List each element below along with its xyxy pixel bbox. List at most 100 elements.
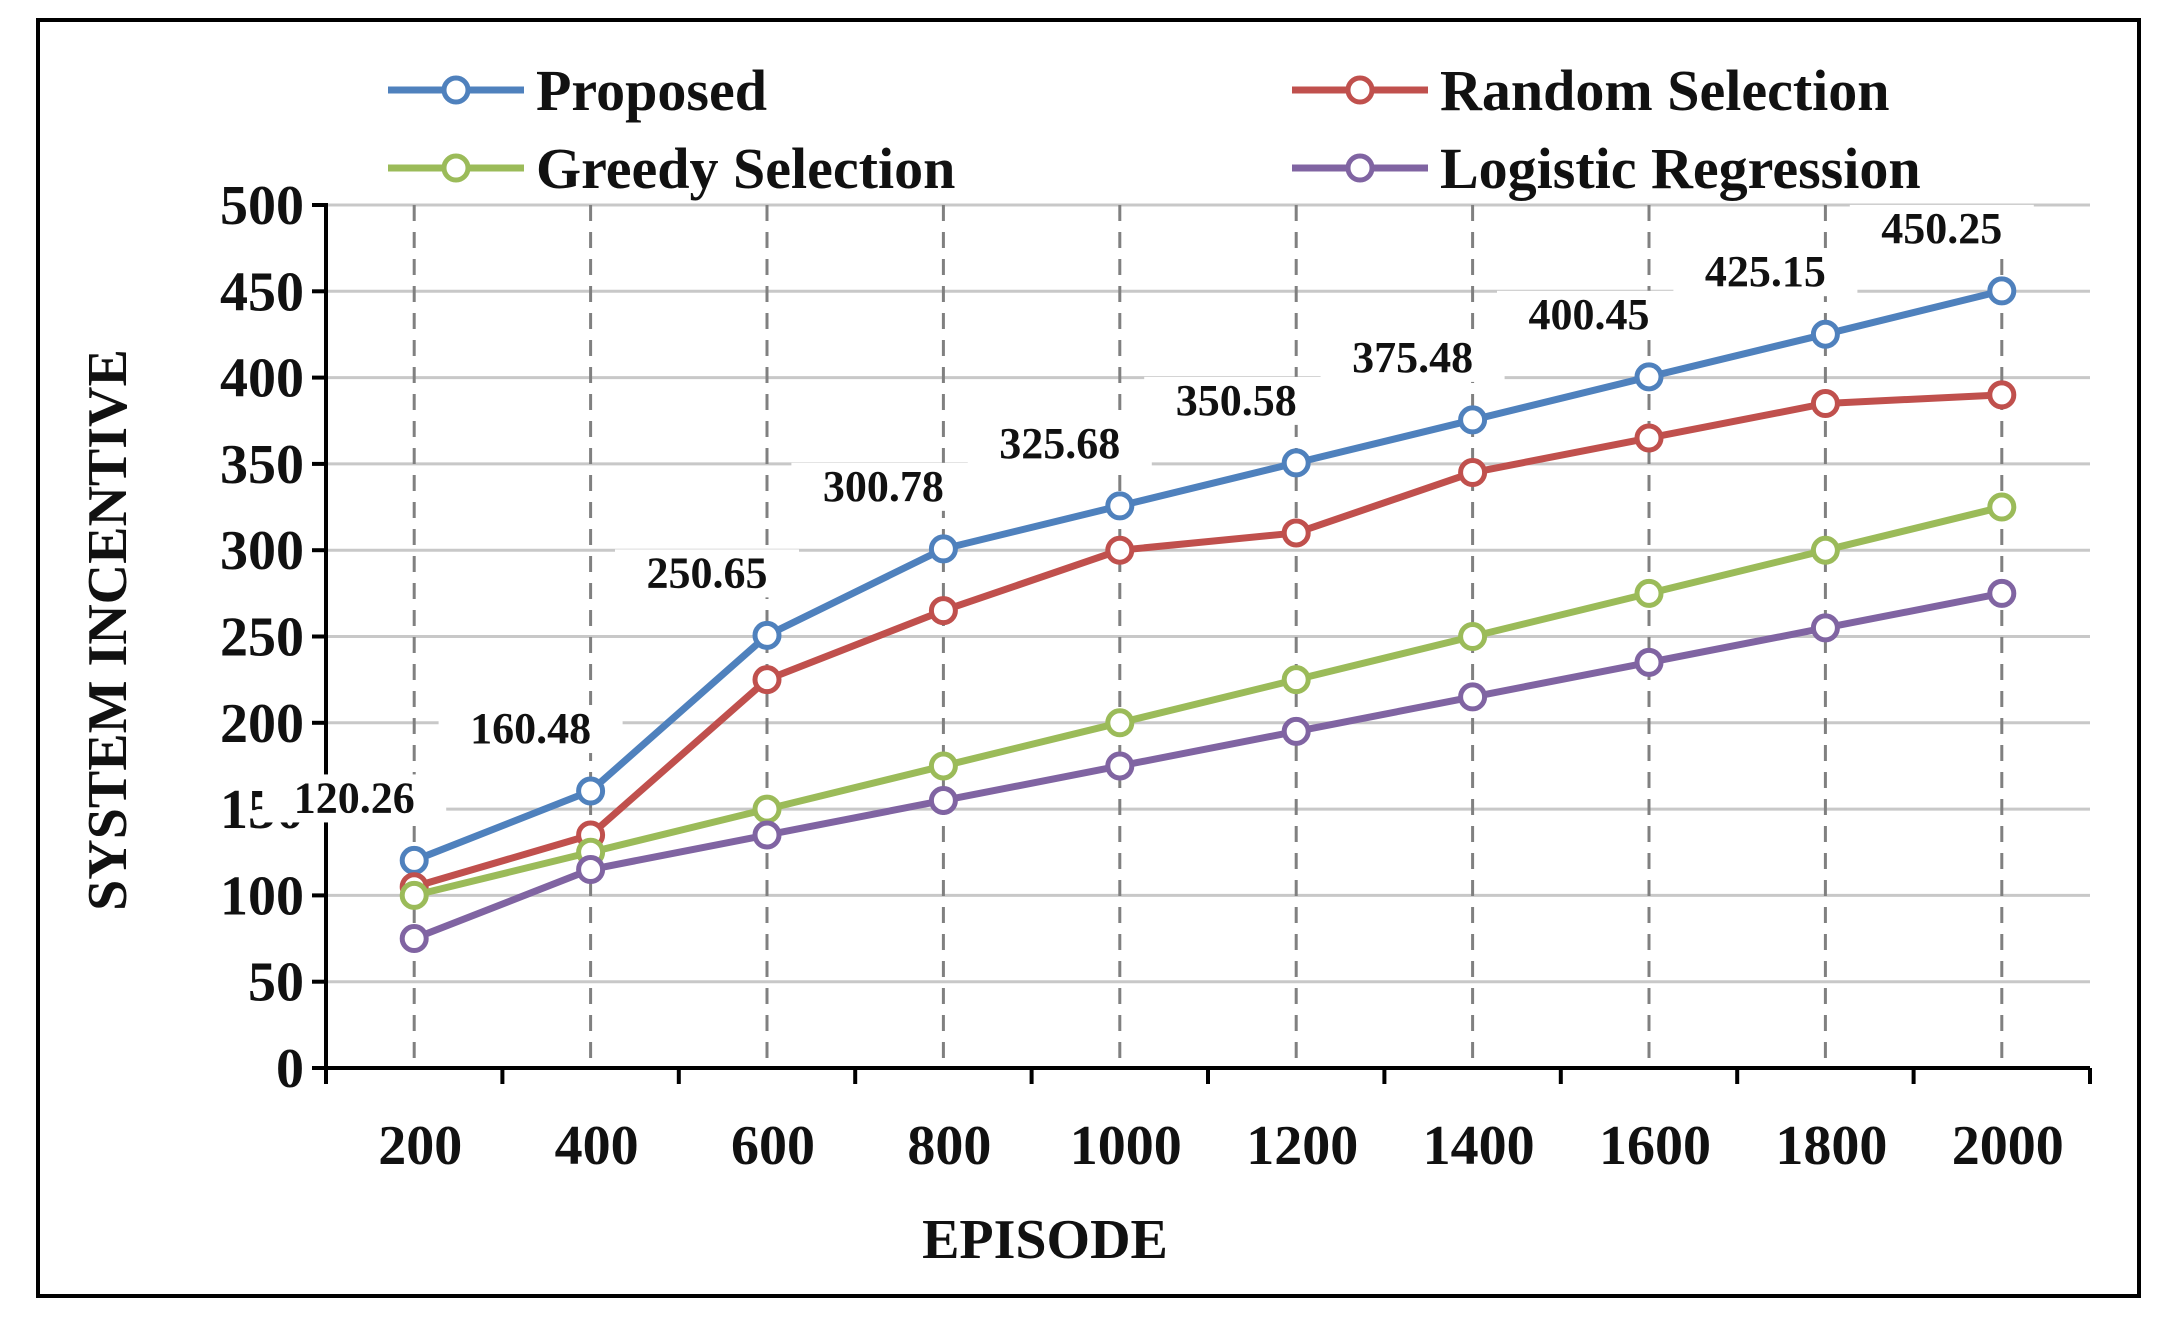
legend-marker xyxy=(441,153,471,183)
data-point xyxy=(1810,388,1840,418)
x-tick-label: 800 xyxy=(907,1115,991,1177)
y-tick-label: 450 xyxy=(220,261,304,323)
data-label-bg xyxy=(967,419,1152,468)
data-point xyxy=(1987,276,2017,306)
data-label: 160.48 xyxy=(470,704,591,753)
data-point xyxy=(752,620,782,650)
data-point xyxy=(928,751,958,781)
data-point xyxy=(752,665,782,695)
y-tick-label: 50 xyxy=(248,952,304,1014)
data-label: 300.78 xyxy=(823,462,944,511)
legend-label: Greedy Selection xyxy=(536,136,955,201)
data-point xyxy=(1634,423,1664,453)
data-point xyxy=(1634,578,1664,608)
data-label: 425.15 xyxy=(1705,247,1826,296)
data-label: 400.45 xyxy=(1529,290,1650,339)
data-point xyxy=(928,534,958,564)
data-labels: 120.26 160.48 250.65 300.78 325.68 350.58 375.… xyxy=(262,204,2034,823)
data-label: 375.48 xyxy=(1352,333,1473,382)
data-point xyxy=(928,785,958,815)
series-line xyxy=(412,589,2003,942)
x-tick-label: 2000 xyxy=(1952,1115,2064,1177)
series-greedy-selection xyxy=(399,492,2017,910)
x-tick-label: 400 xyxy=(555,1115,639,1177)
data-point xyxy=(752,794,782,824)
series-lines xyxy=(399,276,2017,954)
data-point xyxy=(1281,716,1311,746)
data-point xyxy=(1987,492,2017,522)
legend: Proposed Random Selection Greedy Selection… xyxy=(388,58,1921,201)
chart-frame xyxy=(36,18,2141,1298)
data-point xyxy=(1458,622,1488,651)
data-label-bg xyxy=(1849,204,2034,253)
data-point xyxy=(1105,751,1135,781)
data-point xyxy=(1987,380,2017,410)
data-point xyxy=(399,924,429,954)
series-logistic-regression xyxy=(399,578,2017,954)
data-label: 250.65 xyxy=(647,548,768,597)
data-point xyxy=(576,776,606,806)
series-proposed xyxy=(399,276,2017,875)
data-point xyxy=(576,855,606,885)
legend-marker xyxy=(1345,153,1375,183)
y-tick-label: 100 xyxy=(220,865,304,927)
y-tick-label: 500 xyxy=(220,175,304,237)
data-label-bg xyxy=(1144,376,1329,425)
x-tick-label: 1200 xyxy=(1246,1115,1358,1177)
x-tick-label: 200 xyxy=(378,1115,462,1177)
x-tick-label: 1400 xyxy=(1423,1115,1535,1177)
data-point xyxy=(1281,518,1311,548)
y-tick-label: 350 xyxy=(220,434,304,496)
data-point xyxy=(1281,665,1311,695)
data-point xyxy=(1458,682,1488,712)
data-label-bg xyxy=(438,705,623,754)
series-line xyxy=(413,503,2003,899)
series-line xyxy=(413,391,2002,891)
legend-item: Greedy Selection xyxy=(388,136,955,201)
data-label: 450.25 xyxy=(1881,204,2002,253)
y-tick-label: 200 xyxy=(220,693,304,755)
legend-label: Random Selection xyxy=(1440,58,1890,123)
data-label: 350.58 xyxy=(1176,376,1297,425)
data-point xyxy=(1458,458,1488,488)
legend-marker xyxy=(441,75,471,105)
data-label: 120.26 xyxy=(294,773,415,822)
data-point xyxy=(928,596,958,626)
data-label-bg xyxy=(791,462,976,511)
data-point xyxy=(1105,491,1135,521)
data-point xyxy=(1105,708,1135,738)
x-tick-label: 1600 xyxy=(1599,1115,1711,1177)
x-tick-label: 1000 xyxy=(1070,1115,1182,1177)
y-tick-label: 400 xyxy=(220,348,304,410)
legend-label: Proposed xyxy=(536,58,767,123)
data-point xyxy=(1634,647,1664,677)
data-point xyxy=(399,845,429,875)
data-point xyxy=(1105,535,1135,565)
data-point xyxy=(1810,613,1840,643)
data-label-bg xyxy=(615,549,799,598)
data-point xyxy=(1281,448,1311,478)
series-line xyxy=(412,287,2003,864)
data-point xyxy=(1810,535,1840,565)
y-tick-label: 250 xyxy=(220,607,304,669)
y-tick-label: 300 xyxy=(220,520,304,582)
data-label: 325.68 xyxy=(999,419,1120,468)
x-tick-label: 600 xyxy=(731,1115,815,1177)
data-point xyxy=(752,820,782,850)
data-point xyxy=(1458,405,1488,435)
legend-label: Logistic Regression xyxy=(1440,136,1921,201)
data-label-bg xyxy=(1673,248,1858,297)
data-point xyxy=(1634,362,1664,392)
legend-item: Proposed xyxy=(388,58,767,123)
legend-marker xyxy=(1345,75,1375,105)
data-label-bg xyxy=(1497,290,1681,339)
data-point xyxy=(1810,319,1840,349)
x-tick-label: 1800 xyxy=(1775,1115,1887,1177)
data-point xyxy=(1987,578,2017,608)
x-axis-title: EPISODE xyxy=(922,1209,1168,1271)
data-point xyxy=(399,880,429,910)
y-tick-label: 0 xyxy=(276,1038,304,1100)
data-label-bg xyxy=(262,774,447,823)
